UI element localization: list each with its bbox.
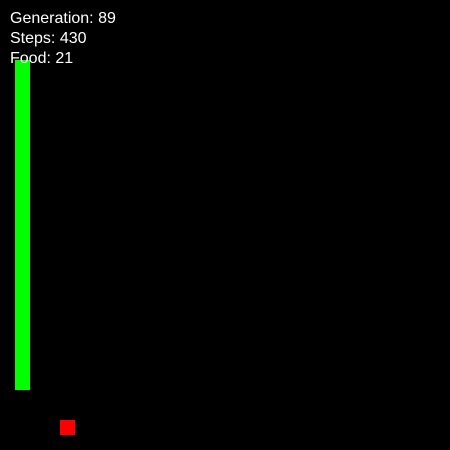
- generation-label: Generation:: [10, 10, 94, 27]
- stats-overlay: Generation: 89 Steps: 430 Food: 21: [10, 9, 116, 69]
- snake-body: [15, 60, 30, 390]
- steps-value: 430: [59, 30, 87, 47]
- generation-value: 89: [98, 10, 116, 27]
- generation-stat: Generation: 89: [10, 9, 116, 29]
- steps-stat: Steps: 430: [10, 29, 116, 49]
- steps-label: Steps:: [10, 30, 56, 47]
- food-label: Food:: [10, 50, 51, 67]
- food-value: 21: [55, 50, 74, 67]
- food-stat: Food: 21: [10, 49, 116, 69]
- food-item: [60, 420, 75, 435]
